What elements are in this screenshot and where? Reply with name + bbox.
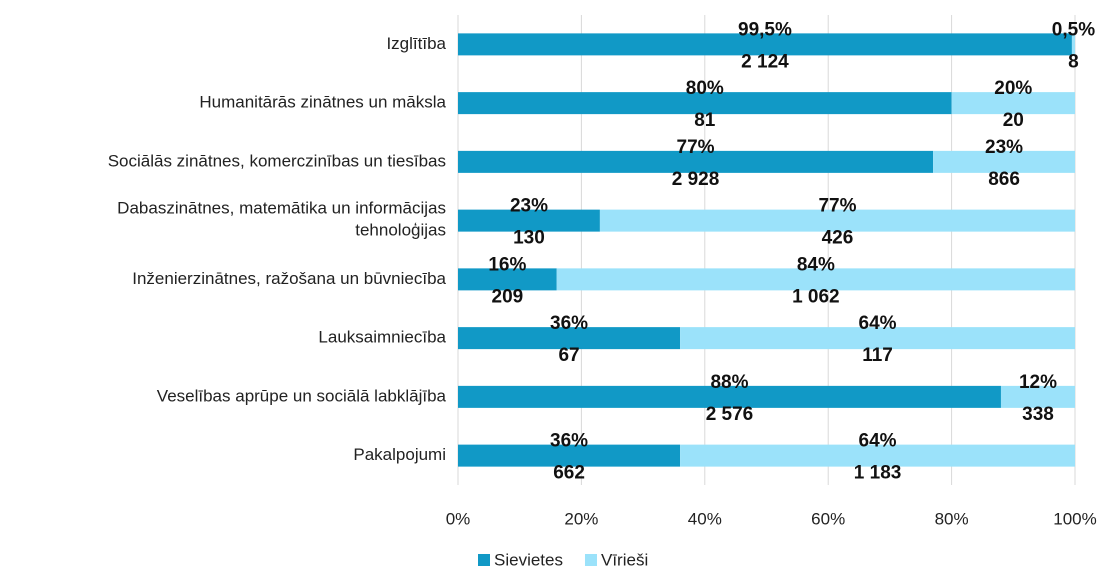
- value-label: 99,5%: [738, 19, 792, 40]
- bar-segment: [951, 92, 1075, 115]
- count-label: 426: [822, 228, 854, 249]
- category-label: Humanitārās zinātnes un māksla: [199, 93, 446, 112]
- value-label: 16%: [488, 254, 526, 275]
- count-label: 1 183: [854, 463, 902, 484]
- bar-segment: [680, 327, 1075, 350]
- legend-label: Vīrieši: [601, 550, 648, 569]
- value-label: 36%: [550, 431, 588, 452]
- value-label: 36%: [550, 313, 588, 334]
- count-label: 20: [1003, 110, 1024, 131]
- bar-segment: [599, 209, 1075, 232]
- count-label: 81: [694, 110, 716, 131]
- value-label: 64%: [859, 431, 897, 452]
- x-tick-label: 40%: [688, 509, 722, 528]
- category-label: Lauksaimniecība: [318, 328, 446, 347]
- value-label: 88%: [710, 372, 748, 393]
- value-label: 84%: [797, 254, 835, 275]
- bar-segment: [458, 150, 934, 173]
- count-label: 338: [1022, 404, 1054, 425]
- x-tick-label: 20%: [564, 509, 598, 528]
- value-label: 23%: [510, 196, 548, 217]
- bar-segment: [458, 268, 557, 291]
- value-label: 12%: [1019, 372, 1057, 393]
- bar-segment: [556, 268, 1075, 291]
- bar-segment: [458, 33, 1072, 56]
- x-tick-label: 0%: [446, 509, 471, 528]
- count-label: 662: [553, 463, 585, 484]
- value-label: 23%: [985, 137, 1023, 158]
- count-label: 8: [1068, 51, 1079, 72]
- legend-swatch: [584, 554, 597, 566]
- category-label: Veselības aprūpe un sociālā labklājība: [157, 386, 447, 405]
- value-label: 0,5%: [1052, 19, 1095, 40]
- value-label: 80%: [686, 78, 724, 99]
- count-label: 130: [513, 228, 545, 249]
- bar-segment: [458, 209, 600, 232]
- count-label: 2 576: [706, 404, 754, 425]
- count-label: 209: [492, 286, 524, 307]
- bar-segment: [933, 150, 1075, 173]
- x-tick-label: 60%: [811, 509, 845, 528]
- value-label: 77%: [677, 137, 715, 158]
- legend-swatch: [478, 554, 490, 566]
- count-label: 2 124: [741, 51, 789, 72]
- bar-segment: [1000, 385, 1075, 408]
- category-label: Sociālās zinātnes, komerczinības un ties…: [108, 151, 446, 170]
- category-label: Izglītība: [386, 34, 446, 53]
- bar-segment: [680, 444, 1075, 467]
- value-label: 77%: [818, 196, 856, 217]
- value-label: 64%: [859, 313, 897, 334]
- bar-segment: [458, 92, 952, 115]
- category-label: Inženierzinātnes, ražošana un būvniecība: [132, 269, 446, 288]
- x-tick-label: 80%: [935, 509, 969, 528]
- count-label: 1 062: [792, 286, 840, 307]
- x-tick-label: 100%: [1053, 509, 1096, 528]
- bar-segment: [458, 444, 681, 467]
- count-label: 866: [988, 169, 1020, 190]
- count-label: 2 928: [672, 169, 720, 190]
- count-label: 67: [558, 345, 579, 366]
- category-label: Pakalpojumi: [353, 445, 446, 464]
- category-label: Dabaszinātnes, matemātika un informācija…: [117, 199, 446, 240]
- legend-label: Sievietes: [494, 550, 563, 569]
- bar-segment: [458, 327, 681, 350]
- bar-segment: [1071, 33, 1075, 56]
- value-label: 20%: [994, 78, 1032, 99]
- count-label: 117: [862, 345, 893, 366]
- bar-segment: [458, 385, 1001, 408]
